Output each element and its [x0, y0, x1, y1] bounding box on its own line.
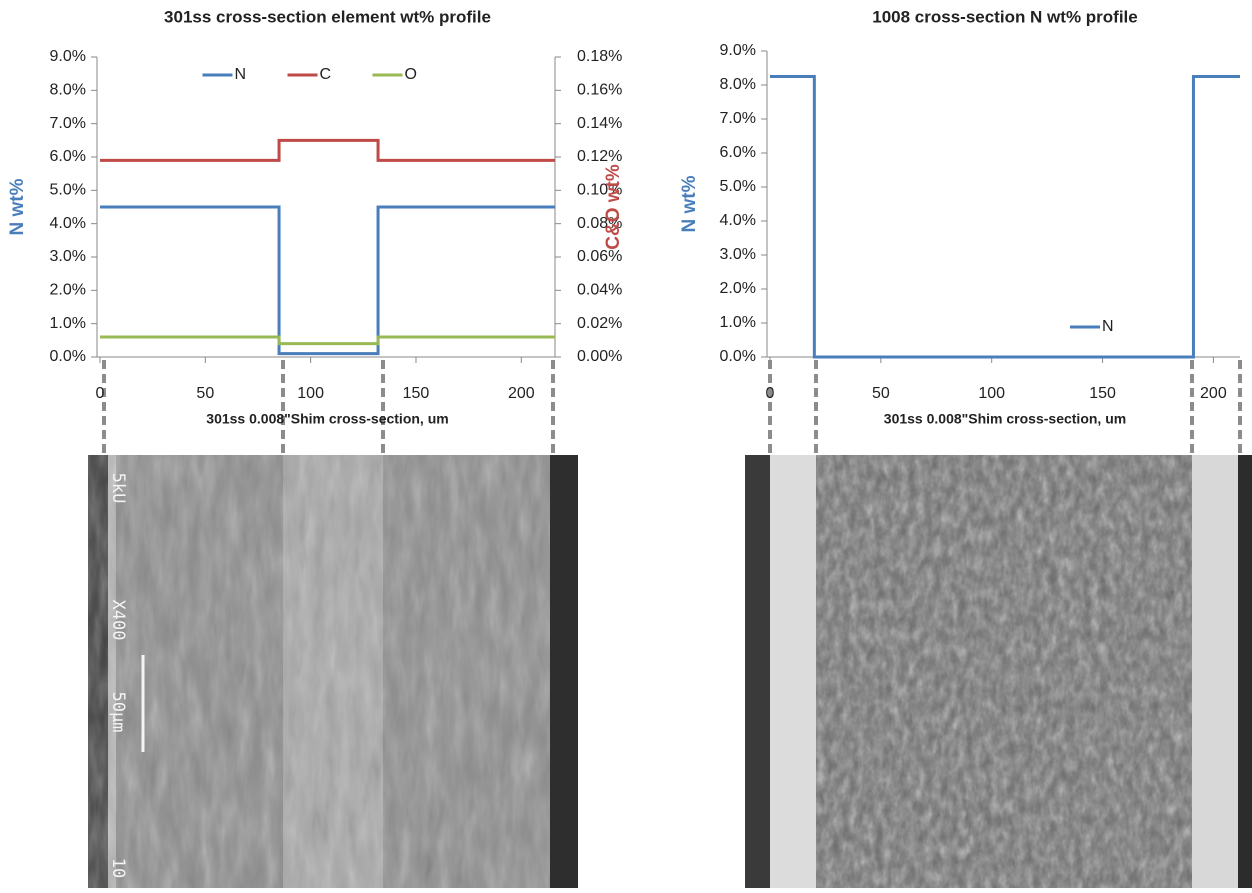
sem-micrograph: 5kU X400 50µm 10 — [88, 455, 578, 888]
y-tick-label: 8.0% — [720, 76, 756, 93]
y2-tick-label: 0.08% — [577, 215, 622, 232]
x-tick-label: 200 — [508, 385, 535, 402]
y-tick-label: 0.0% — [720, 348, 756, 365]
y-tick-label: 6.0% — [720, 144, 756, 161]
micrograph-label: 50µm — [108, 692, 128, 733]
y2-tick-label: 0.00% — [577, 348, 622, 365]
micrograph-label: X400 — [108, 600, 128, 641]
y2-axis-title: C&O wt% — [603, 164, 624, 250]
x-tick-label: 200 — [1200, 385, 1227, 402]
y-tick-label: 3.0% — [50, 248, 86, 265]
x-tick-label: 0 — [96, 385, 105, 402]
series-line — [100, 138, 555, 162]
y2-tick-label: 0.18% — [577, 48, 622, 65]
y-tick-label: 7.0% — [50, 115, 86, 132]
y-tick-label: 9.0% — [720, 42, 756, 59]
x-tick-label: 100 — [297, 385, 324, 402]
y-tick-label: 5.0% — [720, 178, 756, 195]
x-axis-title: 301ss 0.008"Shim cross-section, um — [206, 411, 448, 427]
legend-label: N — [235, 66, 247, 83]
y2-tick-label: 0.14% — [577, 115, 622, 132]
series-line — [770, 75, 1240, 359]
y-tick-label: 9.0% — [50, 48, 86, 65]
y-tick-label: 6.0% — [50, 148, 86, 165]
micrograph-label: 10 — [108, 858, 128, 878]
y2-tick-label: 0.02% — [577, 315, 622, 332]
y-tick-label: 2.0% — [50, 282, 86, 299]
y-tick-label: 1.0% — [50, 315, 86, 332]
y2-tick-label: 0.10% — [577, 182, 622, 199]
x-tick-label: 50 — [196, 385, 214, 402]
x-axis-title: 301ss 0.008"Shim cross-section, um — [884, 411, 1126, 427]
y-tick-label: 4.0% — [720, 212, 756, 229]
legend-label: O — [405, 66, 417, 83]
y-axis-title: N wt% — [7, 178, 28, 235]
optical-micrograph — [745, 455, 1252, 888]
y2-tick-label: 0.04% — [577, 282, 622, 299]
y2-tick-label: 0.12% — [577, 148, 622, 165]
y-tick-label: 2.0% — [720, 280, 756, 297]
x-tick-label: 150 — [403, 385, 430, 402]
chart-title: 1008 cross-section N wt% profile — [872, 7, 1137, 26]
connector-lines — [102, 360, 1242, 455]
y2-tick-label: 0.06% — [577, 248, 622, 265]
series-line — [100, 205, 555, 356]
y-tick-label: 0.0% — [50, 348, 86, 365]
y-tick-label: 8.0% — [50, 82, 86, 99]
micrograph-label: 5kU — [108, 473, 128, 504]
series-line — [100, 335, 555, 346]
chart-title: 301ss cross-section element wt% profile — [164, 7, 491, 26]
legend-label: C — [320, 66, 332, 83]
y-tick-label: 4.0% — [50, 215, 86, 232]
y-tick-label: 5.0% — [50, 182, 86, 199]
y-tick-label: 3.0% — [720, 246, 756, 263]
legend-label: N — [1102, 318, 1114, 335]
y-tick-label: 1.0% — [720, 314, 756, 331]
x-tick-label: 150 — [1089, 385, 1116, 402]
y-axis-title: N wt% — [679, 175, 700, 232]
y-tick-label: 7.0% — [720, 110, 756, 127]
x-tick-label: 0 — [766, 385, 775, 402]
y2-tick-label: 0.16% — [577, 82, 622, 99]
x-tick-label: 50 — [872, 385, 890, 402]
x-tick-label: 100 — [978, 385, 1005, 402]
